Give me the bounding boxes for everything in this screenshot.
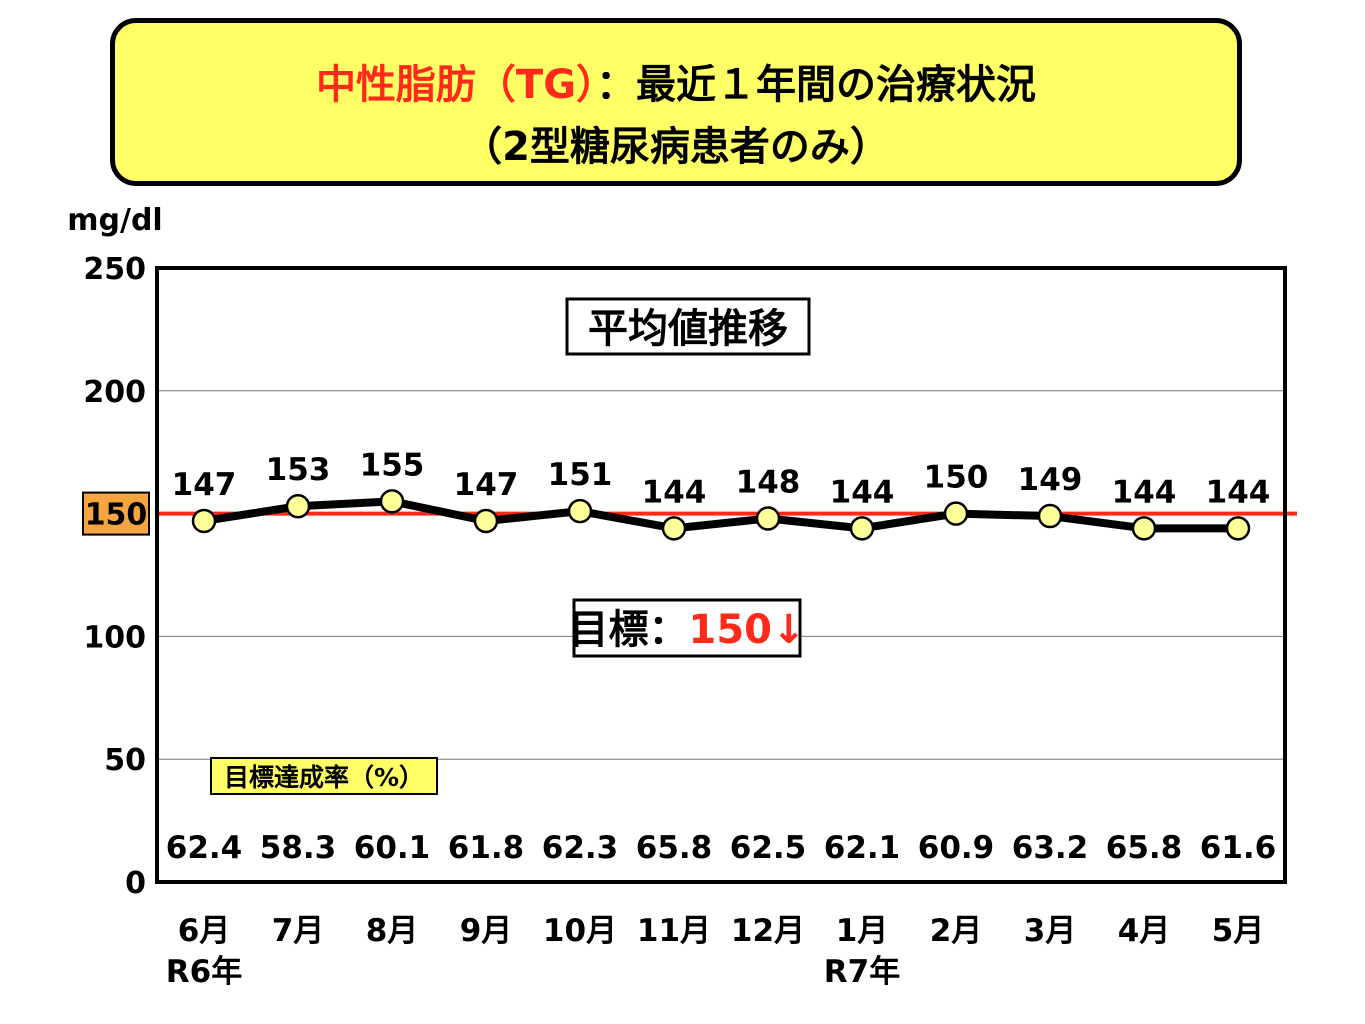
x-tick-label-8月: 8月 [366, 913, 419, 949]
data-point-11月 [661, 516, 687, 541]
title-box: 中性脂肪（TG）：最近１年間の治療状況 （2型糖尿病患者のみ） [110, 18, 1242, 186]
target-box-prefix: 目標： [568, 607, 688, 653]
data-label-2月: 150 [924, 460, 989, 496]
data-point-10月 [567, 498, 593, 524]
data-label-7月: 153 [266, 452, 331, 488]
rate-value-4月: 65.8 [1106, 830, 1183, 866]
data-point-3月 [1037, 503, 1063, 529]
data-label-12月: 148 [736, 465, 801, 501]
target-axis-label: 150 [82, 491, 150, 536]
data-label-1月: 144 [830, 474, 895, 510]
grid-lines [157, 390, 1285, 760]
data-point-7月 [285, 493, 311, 519]
target-axis-label-text: 150 [85, 498, 148, 533]
data-point-4月 [1131, 516, 1157, 541]
data-point-1月 [849, 516, 875, 541]
rate-value-3月: 63.2 [1012, 830, 1089, 866]
data-label-10月: 151 [548, 457, 613, 493]
data-label-8月: 155 [360, 447, 425, 483]
target-box-value: 150↓ [688, 607, 805, 653]
rate-values: 62.4 58.3 60.1 61.8 62.3 65.8 62.5 62.1 60.9 63.2… [166, 830, 1277, 866]
data-label-6月: 147 [172, 467, 237, 503]
data-markers [191, 489, 1251, 541]
rate-value-6月: 62.4 [166, 830, 243, 866]
y-tick-label-50: 50 [104, 743, 146, 778]
y-tick-label-200: 200 [83, 375, 146, 410]
data-label-11月: 144 [642, 474, 707, 510]
data-point-5月 [1225, 516, 1251, 541]
data-labels: 147 153 155 147 151 144 148 144 150 149 144 144 [172, 447, 1271, 510]
rate-value-5月: 61.6 [1200, 830, 1277, 866]
x-axis-labels: 6月 7月 8月 9月 10月 11月 12月 1月 2月 3月 4月 5月 [178, 913, 1265, 949]
y-axis-unit: mg/dl [67, 203, 162, 238]
chart-title: 中性脂肪（TG）：最近１年間の治療状況 [115, 61, 1237, 109]
x-tick-label-10月: 10月 [543, 913, 617, 949]
y-tick-label-0: 0 [125, 866, 146, 901]
data-label-5月: 144 [1206, 474, 1271, 510]
data-label-4月: 144 [1112, 474, 1177, 510]
x-tick-label-4月: 4月 [1118, 913, 1171, 949]
rate-value-1月: 62.1 [824, 830, 901, 866]
data-point-9月 [473, 508, 499, 534]
plot-frame [155, 266, 1287, 884]
title-red-part: 中性脂肪（TG） [315, 62, 597, 108]
data-label-3月: 149 [1018, 462, 1083, 498]
x-tick-label-2月: 2月 [930, 913, 983, 949]
chart-subtitle: （2型糖尿病患者のみ） [462, 124, 890, 170]
rate-value-7月: 58.3 [260, 830, 337, 866]
data-point-2月 [943, 501, 969, 526]
year-label-R7年: R7年 [824, 954, 900, 990]
x-tick-label-1月: 1月 [836, 913, 889, 949]
target-box: 目標：150↓ [568, 598, 806, 658]
year-label-R6年: R6年 [166, 954, 242, 990]
x-tick-label-9月: 9月 [460, 913, 513, 949]
series-line-path [203, 497, 1238, 533]
year-labels: R6年 R7年 [166, 954, 900, 990]
x-tick-label-6月: 6月 [178, 913, 231, 949]
target-axis-label-bg [82, 491, 150, 536]
rate-value-12月: 62.5 [730, 830, 807, 866]
rate-value-2月: 60.9 [918, 830, 995, 866]
rate-value-9月: 61.8 [448, 830, 525, 866]
y-axis-labels: 0 50 100 150 200 250 [83, 252, 146, 901]
rate-label-text: 目標達成率（%） [224, 763, 424, 792]
x-tick-label-3月: 3月 [1024, 913, 1077, 949]
x-tick-label-7月: 7月 [272, 913, 325, 949]
data-point-12月 [755, 506, 781, 531]
x-tick-label-5月: 5月 [1212, 913, 1265, 949]
rate-value-11月: 65.8 [636, 830, 713, 866]
annotation-box-average: 平均値推移 [565, 297, 811, 356]
data-point-6月 [191, 508, 217, 534]
x-tick-label-11月: 11月 [637, 913, 711, 949]
rate-value-8月: 60.1 [354, 830, 431, 866]
y-tick-label-250: 250 [83, 252, 146, 287]
data-label-9月: 147 [454, 467, 519, 503]
rate-label-box: 目標達成率（%） [210, 757, 438, 795]
annotation-average-text: 平均値推移 [588, 306, 788, 352]
title-black-part: ：最近１年間の治療状況 [596, 62, 1037, 108]
rate-value-10月: 62.3 [542, 830, 619, 866]
y-tick-label-100: 100 [83, 620, 146, 655]
data-point-8月 [379, 489, 405, 514]
series-line [203, 497, 1238, 533]
x-tick-label-12月: 12月 [731, 913, 805, 949]
svg-text:目標：150↓: 目標：150↓ [568, 607, 805, 653]
